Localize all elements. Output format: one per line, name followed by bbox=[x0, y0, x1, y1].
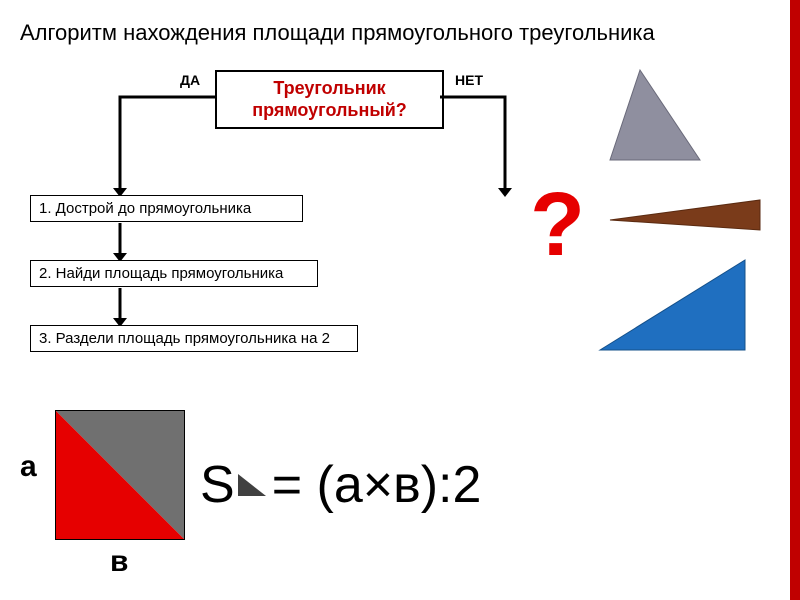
label-yes: ДА bbox=[180, 72, 200, 88]
formula: S = (а×в):2 bbox=[200, 455, 481, 515]
blue-triangle bbox=[600, 260, 745, 350]
label-b: в bbox=[110, 545, 128, 579]
formula-sub-triangle bbox=[238, 474, 266, 496]
accent-bar bbox=[790, 0, 800, 600]
decision-box: Треугольникпрямоугольный? bbox=[215, 70, 444, 129]
formula-S: S bbox=[200, 455, 235, 515]
square-diagram bbox=[55, 410, 185, 540]
step-box-2: 2. Найди площадь прямоугольника bbox=[30, 260, 318, 287]
decision-text: Треугольникпрямоугольный? bbox=[252, 78, 407, 121]
question-mark: ? bbox=[530, 180, 585, 270]
step-box-1: 1. Дострой до прямоугольника bbox=[30, 195, 303, 222]
label-no: НЕТ bbox=[455, 72, 483, 88]
formula-rest: = (а×в):2 bbox=[272, 455, 482, 515]
label-a: а bbox=[20, 450, 37, 484]
step-box-3: 3. Раздели площадь прямоугольника на 2 bbox=[30, 325, 358, 352]
gray-triangle bbox=[610, 70, 700, 160]
page-title: Алгоритм нахождения площади прямоугольно… bbox=[20, 20, 655, 46]
brown-triangle bbox=[610, 200, 760, 230]
